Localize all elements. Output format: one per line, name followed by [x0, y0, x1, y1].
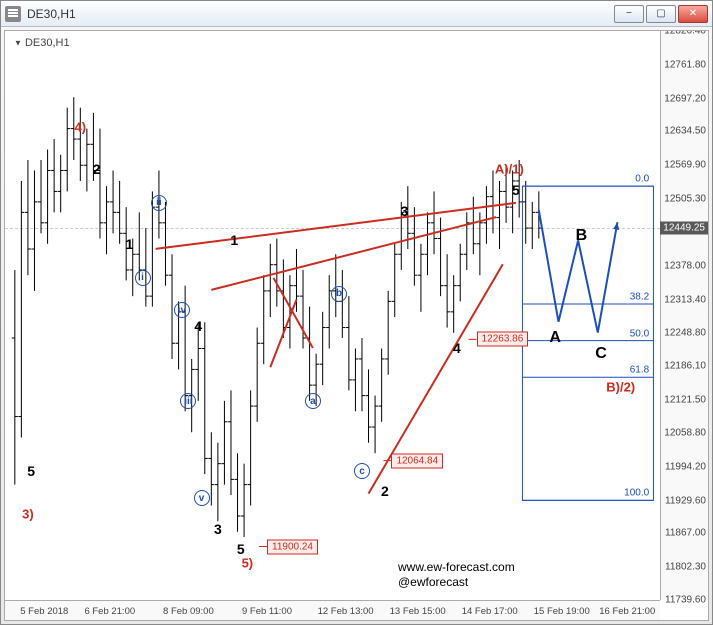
app-icon	[5, 6, 21, 22]
y-tick-label: 12569.90	[664, 160, 706, 171]
wave-label-black: B	[576, 227, 588, 245]
y-axis: 12449.25 12826.40 12761.80 12697.20 12634.5…	[660, 31, 708, 600]
x-tick-label: 9 Feb 11:00	[242, 606, 292, 617]
price-annotation: 11900.24	[267, 539, 318, 554]
y-tick-label: 11994.20	[665, 461, 706, 472]
wave-label-black: 5	[27, 463, 35, 479]
wave-label-blue: iii	[180, 393, 196, 409]
y-tick-label: 12121.50	[664, 395, 706, 406]
dropdown-icon: ▼	[14, 39, 22, 48]
wave-label-black: 1	[230, 232, 238, 248]
x-tick-label: 15 Feb 19:00	[534, 606, 590, 617]
y-tick-label: 12826.40	[664, 30, 706, 37]
wave-label-blue: c	[354, 463, 370, 479]
credit-url: www.ew-forecast.com	[398, 560, 515, 574]
symbol-dropdown[interactable]: ▼ DE30,H1	[11, 36, 73, 50]
app-window: DE30,H1 − ▢ ✕ ▼ DE30,H1 www.ew-forecast.…	[0, 0, 713, 625]
wave-label-blue: b	[331, 286, 347, 302]
price-annotation: 12263.86	[477, 332, 529, 347]
chart-overlay	[5, 31, 660, 600]
y-tick-label: 12186.10	[664, 361, 706, 372]
x-tick-label: 13 Feb 15:00	[390, 606, 446, 617]
price-annotation: 12064.84	[391, 453, 443, 468]
y-tick-label: 11867.00	[665, 528, 706, 539]
wave-label-black: 1	[126, 236, 134, 252]
wave-label-black: 3	[214, 521, 222, 537]
wave-label-black: 4	[194, 318, 202, 334]
x-axis: 5 Feb 2018 6 Feb 21:00 8 Feb 09:00 9 Feb 11…	[5, 600, 660, 620]
minimize-button[interactable]: −	[614, 5, 644, 23]
fib-level-label: 61.8	[629, 365, 650, 376]
symbol-label: DE30,H1	[25, 37, 70, 49]
wave-label-blue: v	[194, 490, 210, 506]
close-button[interactable]: ✕	[678, 5, 708, 23]
fib-level-label: 100.0	[623, 488, 650, 499]
wave-label-red: 3)	[22, 507, 34, 522]
last-price-line	[5, 228, 660, 229]
maximize-button[interactable]: ▢	[646, 5, 676, 23]
chart-area[interactable]: ▼ DE30,H1 www.ew-forecast.com @ewforecas…	[4, 30, 709, 621]
wave-label-red: A)/1)	[495, 161, 524, 176]
wave-label-black: A	[549, 329, 561, 347]
wave-label-red: B)/2)	[606, 379, 635, 394]
window-title: DE30,H1	[27, 7, 76, 21]
wave-label-blue: ii	[151, 195, 167, 211]
y-tick-label: 12505.30	[664, 194, 706, 205]
wave-label-blue: iv	[174, 302, 190, 318]
window-buttons: − ▢ ✕	[614, 5, 708, 23]
wave-label-black: 4	[453, 340, 461, 356]
current-price-tag: 12449.25	[660, 222, 708, 235]
fib-level-label: 0.0	[634, 174, 650, 185]
x-tick-label: 8 Feb 09:00	[163, 606, 214, 617]
wave-label-black: C	[595, 345, 607, 363]
x-tick-label: 14 Feb 17:00	[462, 606, 518, 617]
wave-label-red: 5)	[242, 556, 254, 571]
y-tick-label: 12248.80	[664, 328, 706, 339]
y-tick-label: 11739.60	[665, 595, 706, 606]
x-tick-label: 16 Feb 21:00	[599, 606, 655, 617]
wave-label-red: 4)	[75, 119, 87, 134]
y-tick-label: 12697.20	[664, 93, 706, 104]
x-tick-label: 12 Feb 13:00	[318, 606, 374, 617]
wave-label-blue: i	[135, 270, 151, 286]
y-tick-label: 11929.60	[665, 495, 706, 506]
fib-level-label: 50.0	[629, 328, 650, 339]
y-tick-label: 12761.80	[664, 59, 706, 70]
wave-label-black: 2	[381, 483, 389, 499]
fib-level-label: 38.2	[629, 292, 650, 303]
plot-region[interactable]: www.ew-forecast.com @ewforecast 0.0 38.2 5…	[5, 31, 660, 600]
y-tick-label: 12378.00	[664, 260, 706, 271]
wave-label-blue: a	[305, 393, 321, 409]
wave-label-black: 3	[401, 203, 409, 219]
wave-label-black: 2	[93, 161, 101, 177]
credit-handle: @ewforecast	[398, 575, 468, 589]
titlebar: DE30,H1 − ▢ ✕	[1, 1, 712, 27]
y-tick-label: 12313.40	[664, 294, 706, 305]
wave-label-black: 5	[512, 182, 520, 198]
x-tick-label: 6 Feb 21:00	[84, 606, 135, 617]
y-tick-label: 12058.80	[664, 427, 706, 438]
y-tick-label: 11802.30	[665, 562, 706, 573]
y-tick-label: 12634.50	[664, 126, 706, 137]
x-tick-label: 5 Feb 2018	[20, 606, 68, 617]
